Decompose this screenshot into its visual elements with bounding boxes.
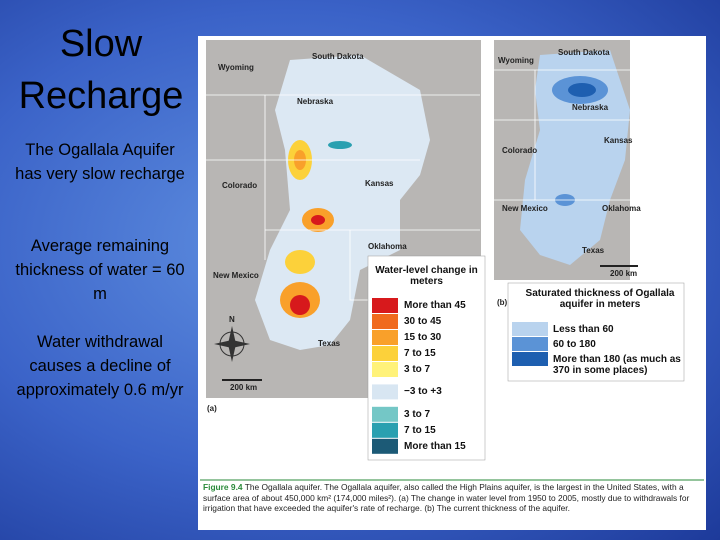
state-label: Kansas bbox=[604, 136, 633, 145]
scale-label: 200 km bbox=[610, 269, 637, 278]
state-label: South Dakota bbox=[312, 52, 364, 61]
north-label: N bbox=[229, 315, 235, 324]
aquifer-b bbox=[520, 50, 630, 265]
slide-title: Slow Recharge bbox=[18, 23, 184, 117]
legend-swatch bbox=[372, 346, 398, 361]
legend-label: More than 45 bbox=[404, 300, 466, 311]
legend-swatch bbox=[512, 337, 548, 351]
state-label: South Dakota bbox=[558, 48, 610, 57]
state-label: Nebraska bbox=[572, 103, 609, 112]
legend-swatch bbox=[372, 330, 398, 345]
state-label: Colorado bbox=[222, 181, 257, 190]
legend-label: 60 to 180 bbox=[553, 339, 596, 350]
aquifer-a bbox=[255, 55, 430, 350]
legend-a-title: Water-level change in meters bbox=[375, 265, 478, 287]
paragraph: Average remaining thickness of water = 6… bbox=[15, 237, 185, 303]
state-label: New Mexico bbox=[213, 271, 259, 280]
legend-swatch bbox=[372, 384, 398, 400]
legend-label: 15 to 30 bbox=[404, 332, 442, 343]
caption-label: Figure 9.4 bbox=[203, 482, 243, 492]
caption: Figure 9.4 The Ogallala aquifer. The Oga… bbox=[203, 482, 703, 514]
state-label: Texas bbox=[318, 339, 341, 348]
legend-label: More than 15 bbox=[404, 440, 466, 452]
state-label: Colorado bbox=[502, 146, 537, 155]
state-borders bbox=[494, 69, 630, 201]
legend-swatch bbox=[372, 362, 398, 377]
caption-text: The Ogallala aquifer. The Ogallala aquif… bbox=[203, 482, 690, 513]
legend-label: −3 to +3 bbox=[404, 386, 442, 398]
panel-label: (a) bbox=[207, 404, 217, 413]
legend-label: 30 to 45 bbox=[404, 316, 442, 327]
compass bbox=[214, 326, 250, 362]
scale-label: 200 km bbox=[230, 383, 257, 392]
state-label: Oklahoma bbox=[602, 204, 641, 213]
state-label: Oklahoma bbox=[368, 242, 407, 251]
state-label: Kansas bbox=[365, 179, 394, 188]
legend-label: 3 to 7 bbox=[404, 408, 431, 420]
state-label: Wyoming bbox=[498, 56, 534, 65]
legend-label: 3 to 7 bbox=[404, 364, 431, 375]
paragraph: The Ogallala Aquifer has very slow recha… bbox=[15, 141, 185, 183]
legend-label: 7 to 15 bbox=[404, 348, 436, 359]
thick-area bbox=[568, 83, 596, 97]
state-label: New Mexico bbox=[502, 204, 548, 213]
legend-swatch bbox=[512, 352, 548, 366]
legend-swatch bbox=[372, 422, 398, 438]
legend-swatch bbox=[372, 298, 398, 313]
state-label: Nebraska bbox=[297, 97, 334, 106]
legend-swatch bbox=[372, 438, 398, 454]
panel-label: (b) bbox=[497, 298, 508, 307]
legend-label: More than 180 (as much as 370 in some pl… bbox=[553, 354, 681, 376]
legend-b-title: Saturated thickness of Ogallala aquifer … bbox=[525, 288, 675, 310]
legend-swatch bbox=[512, 322, 548, 336]
legend-swatch bbox=[372, 406, 398, 422]
legend-label: Less than 60 bbox=[553, 324, 614, 335]
paragraph: Water withdrawal causes a decline of app… bbox=[16, 333, 184, 399]
state-label: Texas bbox=[582, 246, 605, 255]
legend-label: 7 to 15 bbox=[404, 424, 436, 436]
legend-swatch bbox=[372, 314, 398, 329]
state-label: Wyoming bbox=[218, 63, 254, 72]
